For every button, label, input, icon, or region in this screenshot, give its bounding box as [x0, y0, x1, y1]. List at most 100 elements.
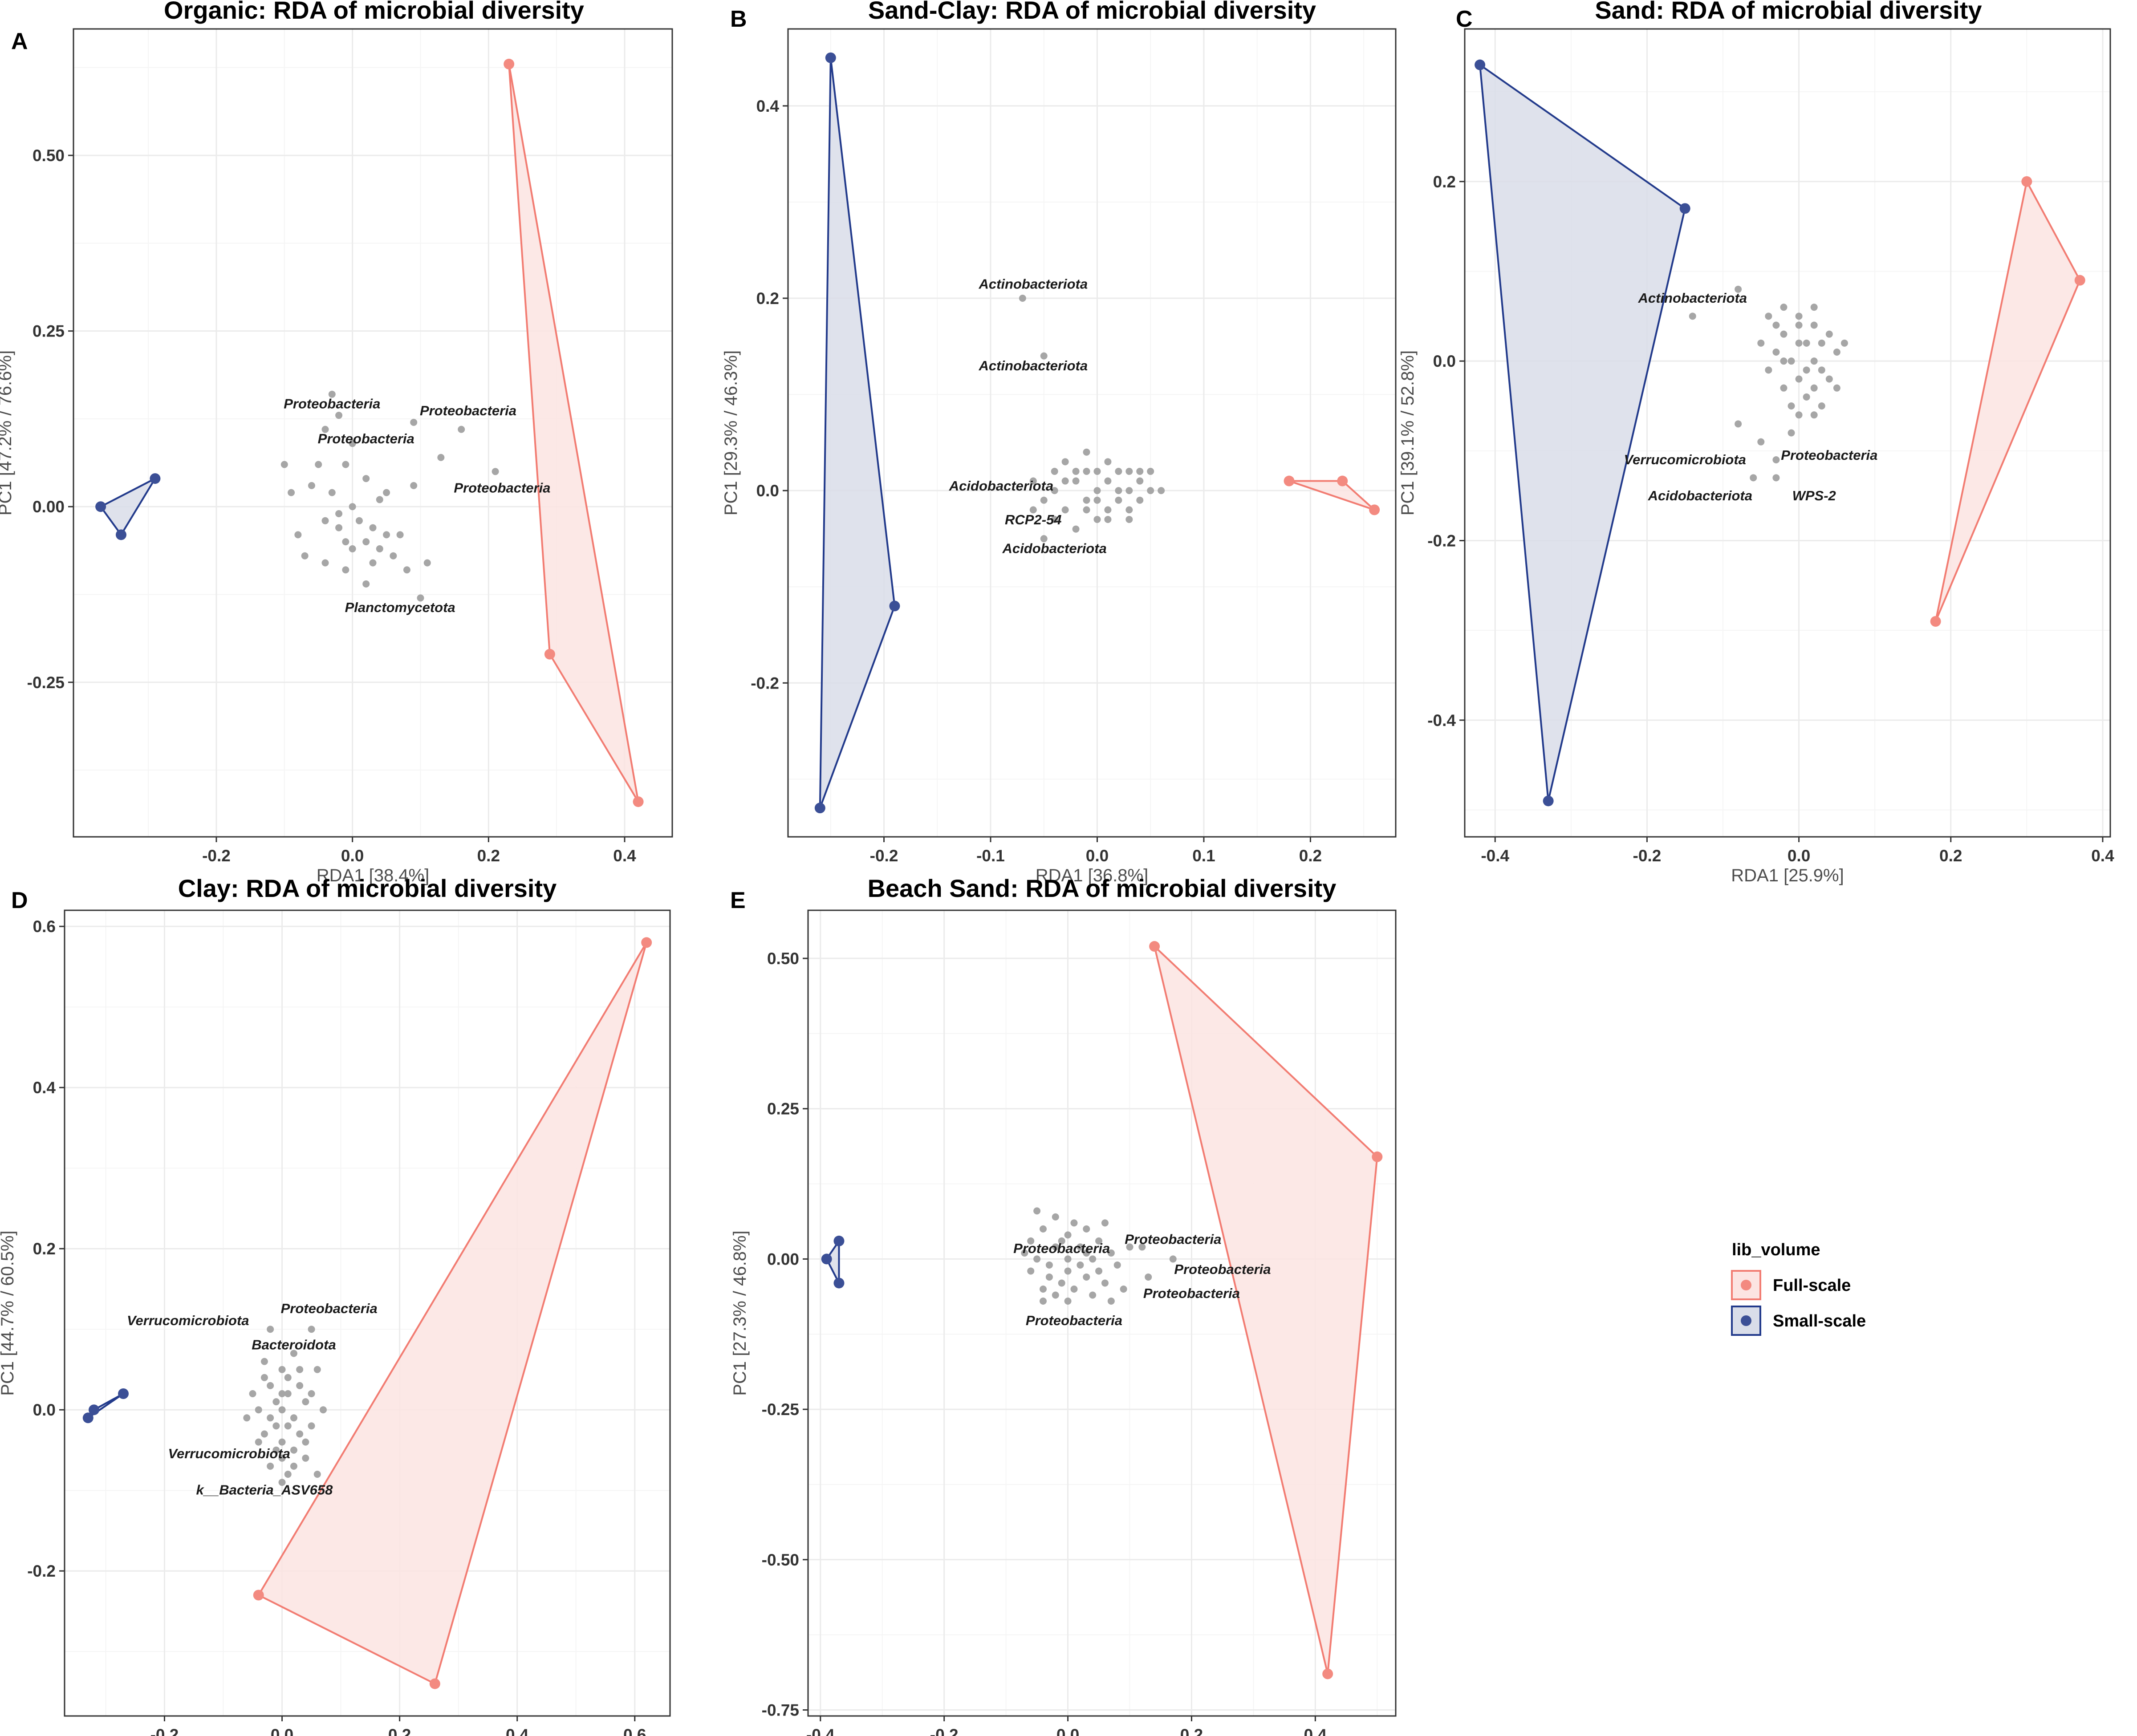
- taxon-point: [362, 475, 370, 483]
- taxon-point: [328, 390, 336, 398]
- panel-d: ProteobacteriaVerrucomicrobiotaBacteroid…: [0, 874, 671, 1736]
- point-small-scale: [814, 803, 825, 814]
- point-full-scale: [641, 937, 652, 948]
- taxon-point: [267, 1382, 274, 1389]
- taxon-point: [1040, 1225, 1047, 1233]
- taxon-point: [403, 566, 410, 574]
- x-tick-label: -0.4: [1481, 847, 1509, 865]
- legend-point-full-scale: [1741, 1280, 1751, 1290]
- point-full-scale: [1372, 1151, 1383, 1162]
- point-small-scale: [825, 52, 836, 63]
- taxon-point: [390, 552, 397, 560]
- taxon-point: [492, 468, 499, 475]
- y-axis-title: PC1 [27.3% / 46.8%]: [730, 1230, 750, 1395]
- taxon-point: [1810, 304, 1818, 311]
- point-full-scale: [1930, 616, 1941, 627]
- y-tick-label: 0.0: [33, 1401, 56, 1419]
- taxon-point: [243, 1414, 251, 1422]
- taxon-label: Proteobacteria: [1026, 1313, 1122, 1328]
- taxon-point: [1107, 1249, 1115, 1257]
- taxon-label: Acidobacteriota: [1002, 541, 1107, 556]
- taxon-point: [342, 566, 349, 574]
- taxon-point: [1058, 1279, 1065, 1287]
- taxon-point: [410, 482, 418, 489]
- taxon-point: [308, 1422, 315, 1430]
- panel-title: Organic: RDA of microbial diversity: [164, 0, 584, 24]
- legend-point-small-scale: [1741, 1315, 1751, 1326]
- taxon-point: [319, 1406, 327, 1414]
- y-tick-label: -0.25: [27, 673, 65, 692]
- taxon-point: [335, 510, 343, 517]
- x-tick-label: 0.0: [1086, 847, 1109, 865]
- x-axis-title: RDA1 [38.4%]: [317, 866, 429, 885]
- y-tick-label: 0.4: [33, 1079, 56, 1097]
- taxon-point: [335, 524, 343, 531]
- panel-letter: D: [11, 888, 28, 913]
- taxon-label: Proteobacteria: [454, 480, 550, 496]
- taxon-point: [1095, 1267, 1103, 1275]
- taxon-point: [369, 559, 377, 567]
- x-tick-label: 0.2: [1299, 847, 1322, 865]
- taxon-point: [321, 517, 329, 524]
- x-tick-label: 0.0: [271, 1726, 293, 1736]
- panel-border: [73, 28, 673, 838]
- taxon-point: [272, 1398, 280, 1406]
- taxon-point: [260, 1430, 268, 1438]
- taxon-point: [1780, 357, 1788, 365]
- taxon-point: [290, 1350, 297, 1357]
- panel-border: [64, 909, 671, 1717]
- y-tick-label: 0.2: [756, 289, 779, 308]
- point-full-scale: [429, 1678, 440, 1689]
- taxon-point: [1145, 1273, 1152, 1281]
- taxon-point: [1803, 366, 1810, 374]
- taxon-point: [1825, 375, 1833, 383]
- point-full-scale: [1149, 941, 1160, 952]
- taxon-point: [249, 1390, 256, 1397]
- taxon-point: [308, 1390, 315, 1397]
- taxon-point: [1064, 1255, 1072, 1263]
- taxon-point: [1772, 474, 1780, 482]
- taxon-point: [1040, 496, 1048, 504]
- x-tick-label: 0.2: [1939, 847, 1962, 865]
- point-small-scale: [833, 1235, 845, 1246]
- taxon-point: [1136, 496, 1144, 504]
- taxon-point: [1101, 1279, 1109, 1287]
- taxon-point: [1125, 506, 1133, 514]
- taxon-point: [1772, 321, 1780, 329]
- y-tick-label: 0.2: [33, 1240, 56, 1258]
- point-full-scale: [1369, 504, 1380, 515]
- hull-full-scale: [1288, 480, 1376, 511]
- y-tick-label: 0.50: [767, 949, 799, 968]
- point-full-scale: [504, 58, 515, 69]
- taxon-point: [308, 1326, 315, 1333]
- taxon-point: [417, 594, 424, 602]
- taxon-point: [1107, 1297, 1115, 1305]
- taxon-point: [1147, 467, 1154, 475]
- taxon-label: Verrucomicrobiota: [1624, 452, 1746, 467]
- taxon-point: [1095, 1237, 1103, 1245]
- point-full-scale: [1337, 475, 1348, 487]
- y-tick-label: -0.2: [1427, 532, 1456, 550]
- taxon-point: [296, 1366, 304, 1373]
- x-tick-label: 0.0: [341, 847, 364, 865]
- y-tick-label: 0.4: [756, 97, 780, 115]
- point-full-scale: [1284, 475, 1295, 487]
- x-tick-label: -0.1: [976, 847, 1005, 865]
- taxon-point: [362, 580, 370, 588]
- panel-b: Actinobacteriota Actinobacteriota Acidobac…: [721, 0, 1397, 885]
- point-full-scale: [2074, 275, 2085, 286]
- taxon-point: [1027, 1237, 1035, 1245]
- taxon-point: [1810, 411, 1818, 419]
- point-small-scale: [150, 473, 161, 484]
- panel-letter: C: [1456, 6, 1473, 32]
- x-tick-label: 0.4: [506, 1726, 529, 1736]
- taxon-point: [278, 1366, 286, 1373]
- taxon-point: [1083, 448, 1090, 456]
- taxon-point: [1070, 1285, 1078, 1293]
- point-small-scale: [833, 1278, 845, 1289]
- taxon-point: [1064, 1231, 1072, 1239]
- taxon-label: Proteobacteria: [1143, 1286, 1240, 1301]
- taxon-point: [255, 1406, 262, 1414]
